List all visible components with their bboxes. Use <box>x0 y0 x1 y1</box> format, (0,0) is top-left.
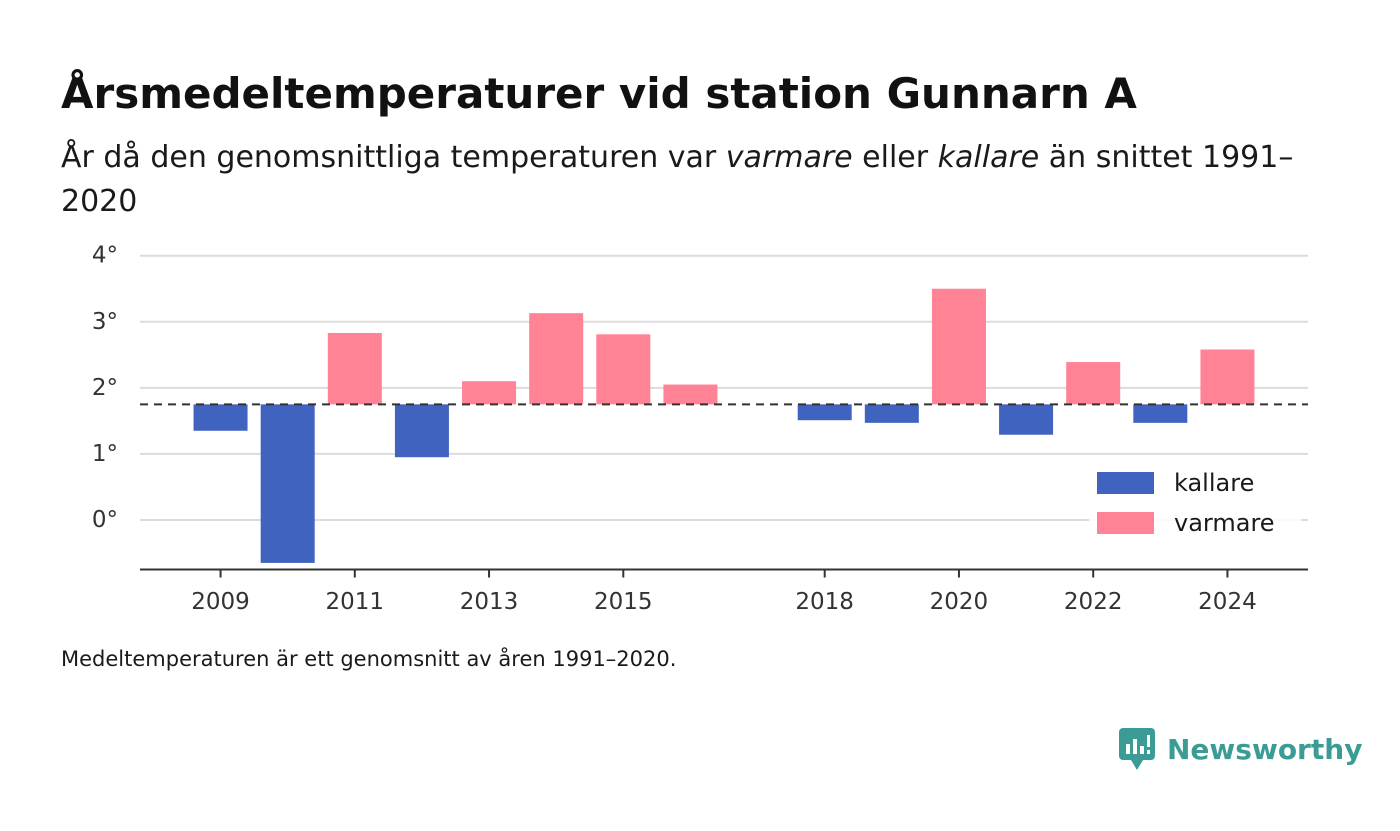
y-tick-label: 0° <box>92 507 118 533</box>
subtitle-colder-word: kallare <box>937 140 1040 175</box>
x-tick-label: 2024 <box>1198 589 1257 615</box>
legend-swatch-varmare <box>1097 512 1154 534</box>
legend-label: kallare <box>1174 469 1254 497</box>
y-tick-label: 2° <box>92 375 118 401</box>
bar-2016 <box>663 384 718 405</box>
chart-subtitle: År då den genomsnittliga temperaturen va… <box>61 136 1301 224</box>
bar-2010 <box>260 404 315 563</box>
bar-2014 <box>529 313 584 405</box>
bar-2011 <box>327 332 382 405</box>
x-tick-label: 2015 <box>594 589 653 615</box>
legend-swatch-kallare <box>1097 472 1154 494</box>
bar-2015 <box>596 334 651 405</box>
bar-2020 <box>931 288 986 405</box>
subtitle-part-3: än snittet 1991–2020 <box>61 140 1294 219</box>
subtitle-part-2: eller <box>852 140 938 175</box>
x-tick-label: 2020 <box>930 589 989 615</box>
legend: kallare varmare <box>1089 464 1301 542</box>
brand-name: Newsworthy <box>1167 733 1363 766</box>
bar-2013 <box>462 381 517 405</box>
x-tick-label: 2018 <box>795 589 854 615</box>
chart-title: Årsmedeltemperaturer vid station Gunnarn… <box>61 69 1137 118</box>
bar-2024 <box>1200 349 1255 405</box>
newsworthy-logo: Newsworthy <box>1119 728 1362 772</box>
bar-2021 <box>999 404 1054 435</box>
legend-label: varmare <box>1174 509 1275 537</box>
y-axis-ticks: 4° 3° 2° 1° 0° <box>92 243 118 533</box>
footnote: Medeltemperaturen är ett genomsnitt av å… <box>61 647 677 671</box>
bar-2018 <box>797 404 852 421</box>
y-tick-label: 1° <box>92 441 118 467</box>
subtitle-part-1: År då den genomsnittliga temperaturen va… <box>61 140 726 175</box>
bar-2019 <box>864 404 919 423</box>
y-tick-label: 4° <box>92 243 118 269</box>
bar-2023 <box>1133 404 1188 423</box>
x-tick-label: 2009 <box>191 589 250 615</box>
newsworthy-icon <box>1119 728 1155 770</box>
x-tick-label: 2013 <box>460 589 519 615</box>
bar-2009 <box>193 404 248 431</box>
bars <box>193 288 1255 563</box>
x-tick-label: 2011 <box>326 589 385 615</box>
temperature-bar-chart: 4°3°2°1°0° 2009 2011 2013 2015 2018 2020 2022 2… <box>92 243 1308 615</box>
y-tick-label: 3° <box>92 309 118 335</box>
bar-2022 <box>1066 362 1121 405</box>
x-tick-label: 2022 <box>1064 589 1123 615</box>
subtitle-warmer-word: varmare <box>725 140 853 175</box>
x-axis-ticks: 2009 2011 2013 2015 2018 2020 2022 2024 <box>191 569 1257 615</box>
bar-2012 <box>394 404 449 458</box>
